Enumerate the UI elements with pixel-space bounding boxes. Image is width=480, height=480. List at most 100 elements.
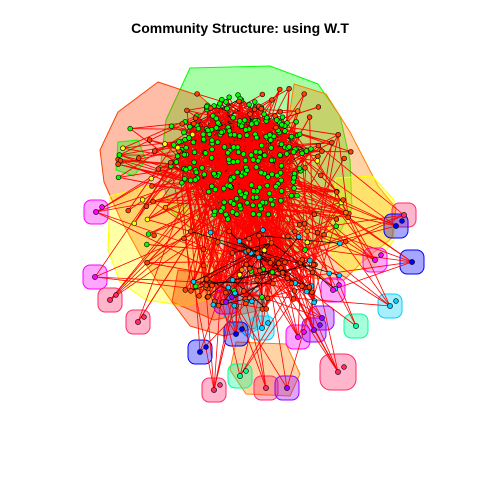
- graph-vertex: [345, 214, 351, 221]
- graph-vertex: [182, 176, 188, 182]
- graph-vertices: [92, 85, 415, 393]
- graph-vertex: [309, 269, 316, 275]
- graph-vertex: [250, 202, 256, 209]
- graph-vertex: [113, 292, 119, 298]
- graph-vertex: [211, 171, 217, 177]
- graph-vertex: [168, 123, 175, 129]
- graph-vertex: [225, 216, 231, 222]
- graph-vertex: [247, 111, 253, 117]
- graph-vertex: [237, 133, 243, 139]
- graph-vertex: [335, 132, 341, 138]
- inter-edge: [189, 126, 227, 303]
- intra-edge: [258, 235, 340, 244]
- graph-vertex: [251, 106, 258, 113]
- graph-vertex: [231, 302, 238, 309]
- graph-vertex: [263, 306, 269, 312]
- graph-vertex: [203, 344, 209, 350]
- graph-vertex: [212, 186, 219, 193]
- graph-vertex: [291, 175, 297, 181]
- graph-vertex: [282, 259, 288, 265]
- graph-vertex: [218, 129, 225, 136]
- graph-vertex: [115, 161, 121, 167]
- graph-vertex: [262, 152, 268, 159]
- inter-edge: [335, 261, 413, 290]
- graph-vertex: [155, 166, 162, 172]
- graph-vertex: [229, 294, 235, 300]
- graph-vertex: [330, 287, 336, 293]
- graph-vertex: [145, 231, 152, 237]
- inter-edge: [271, 242, 413, 263]
- graph-vertex: [230, 114, 236, 121]
- graph-vertex: [308, 146, 314, 152]
- inter-edge: [186, 106, 207, 111]
- graph-vertex: [236, 98, 242, 105]
- graph-vertex: [311, 262, 317, 268]
- graph-vertex: [215, 139, 221, 145]
- graph-vertex: [299, 257, 305, 263]
- graph-vertex: [187, 123, 193, 130]
- graph-vertex: [205, 294, 211, 300]
- graph-vertex: [237, 118, 243, 124]
- graph-vertex: [193, 169, 200, 176]
- graph-vertex: [301, 329, 307, 335]
- graph-vertex: [293, 119, 299, 125]
- graph-vertex: [249, 121, 255, 127]
- graph-vertex: [186, 135, 192, 141]
- graph-vertex: [200, 246, 207, 253]
- graph-vertex: [258, 142, 265, 149]
- graph-vertex: [302, 165, 308, 171]
- graph-vertex: [263, 385, 269, 391]
- intra-edge: [193, 281, 274, 284]
- graph-vertex: [278, 188, 285, 194]
- graph-vertex: [215, 120, 221, 126]
- graph-vertex: [288, 193, 295, 199]
- plot-title: Community Structure: using W.T: [131, 20, 349, 36]
- graph-vertex: [301, 221, 308, 227]
- graph-vertex: [258, 169, 264, 176]
- graph-vertex: [139, 197, 146, 203]
- graph-vertex: [190, 279, 197, 285]
- graph-vertex: [226, 128, 233, 134]
- graph-vertex: [290, 296, 297, 302]
- inter-edge: [261, 121, 297, 329]
- graph-vertex: [315, 143, 322, 149]
- intra-edge: [193, 242, 272, 283]
- graph-vertex: [226, 228, 232, 235]
- graph-vertex: [223, 99, 229, 105]
- graph-vertex: [229, 277, 236, 283]
- graph-vertex: [393, 298, 399, 304]
- inter-edge: [278, 132, 357, 327]
- intra-edge: [207, 253, 258, 298]
- graph-vertex: [209, 137, 215, 144]
- graph-vertex: [125, 207, 131, 214]
- graph-vertex: [243, 300, 249, 307]
- graph-vertex: [255, 158, 261, 164]
- graph-vertex: [278, 177, 284, 184]
- graph-vertex: [268, 157, 275, 164]
- inter-edge: [245, 303, 267, 389]
- graph-vertex: [217, 100, 223, 107]
- graph-vertex: [250, 157, 256, 163]
- graph-vertex: [302, 247, 308, 253]
- graph-vertex: [236, 238, 243, 244]
- graph-vertex: [286, 85, 292, 92]
- graph-vertex: [297, 131, 303, 138]
- graph-vertex: [168, 159, 174, 166]
- graph-vertex: [201, 262, 207, 269]
- inter-edge: [230, 201, 314, 266]
- graph-vertex: [265, 174, 271, 180]
- graph-vertex: [210, 302, 217, 308]
- graph-vertex: [341, 364, 347, 370]
- graph-vertex: [270, 280, 276, 287]
- inter-edge: [306, 231, 339, 373]
- inter-edge: [151, 167, 300, 187]
- graph-vertex: [200, 136, 207, 143]
- inter-edge: [118, 158, 185, 180]
- graph-vertex: [192, 115, 199, 121]
- graph-vertex: [291, 185, 297, 191]
- graph-vertex: [175, 144, 181, 151]
- graph-vertex: [253, 164, 260, 170]
- graph-vertex: [146, 137, 153, 143]
- graph-vertex: [176, 139, 182, 145]
- graph-vertex: [240, 151, 247, 157]
